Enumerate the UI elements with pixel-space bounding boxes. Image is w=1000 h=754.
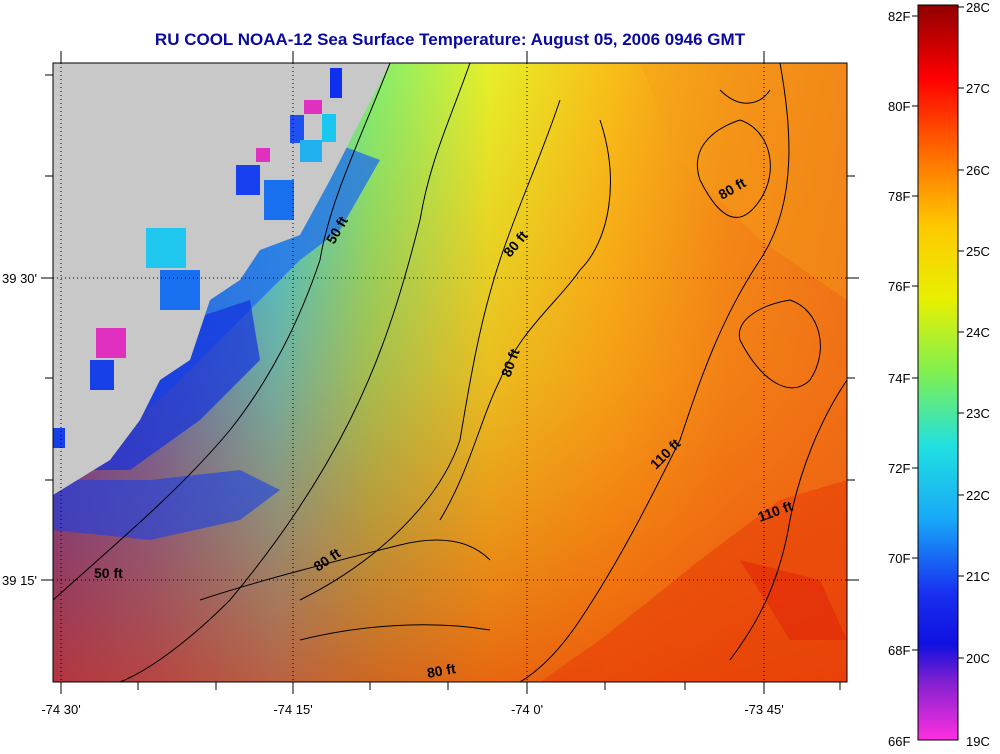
colorbar-f-label: 82F [888, 9, 910, 24]
bathymetry-contours [53, 63, 847, 682]
colorbar: 82F 80F 78F 76F 74F 72F 70F 68F 66F 28C … [888, 0, 990, 749]
colorbar-f-label: 74F [888, 371, 910, 386]
warm-northeast [640, 63, 847, 300]
hot-spot-south [540, 480, 847, 682]
x-tick-label: -74 30' [41, 702, 80, 717]
colorbar-f-label: 72F [888, 461, 910, 476]
coastal-pixels [53, 68, 342, 448]
colorbar-c-label: 27C [966, 81, 990, 96]
colorbar-c-label: 24C [966, 325, 990, 340]
colorbar-f-label: 68F [888, 643, 910, 658]
cold-south [53, 470, 280, 540]
x-axis-labels: -74 30' -74 15' -74 0' -73 45' [41, 702, 783, 717]
colorbar-f-label: 76F [888, 279, 910, 294]
colorbar-c-label: 23C [966, 406, 990, 421]
colorbar-f-label: 70F [888, 551, 910, 566]
contour-label: 50 ft [94, 565, 123, 581]
contour-label: 80 ft [426, 660, 457, 681]
colorbar-c-label: 28C [966, 0, 990, 15]
colorbar-fahrenheit-labels: 82F 80F 78F 76F 74F 72F 70F 68F 66F [888, 9, 910, 749]
hot-spot-core [740, 560, 847, 640]
colorbar-f-label: 80F [888, 99, 910, 114]
tick-marks [41, 51, 859, 694]
colorbar-c-label: 22C [966, 488, 990, 503]
x-tick-label: -73 45' [744, 702, 783, 717]
y-tick-label: 39 30' [2, 271, 37, 286]
colorbar-f-label: 66F [888, 734, 910, 749]
x-tick-label: -74 15' [273, 702, 312, 717]
land-mass [53, 63, 390, 495]
colorbar-c-label: 21C [966, 569, 990, 584]
colorbar-c-label: 19C [966, 734, 990, 749]
colorbar-c-label: 20C [966, 651, 990, 666]
y-tick-label: 39 15' [2, 573, 37, 588]
colorbar-celsius-labels: 28C 27C 26C 25C 24C 23C 22C 21C 20C 19C [966, 0, 990, 749]
colorbar-c-label: 25C [966, 244, 990, 259]
colorbar-gradient [917, 4, 959, 741]
graticule [53, 63, 847, 682]
x-tick-label: -74 0' [511, 702, 543, 717]
colorbar-f-label: 78F [888, 189, 910, 204]
y-axis-labels: 39 30' 39 15' [2, 271, 37, 588]
colorbar-c-label: 26C [966, 163, 990, 178]
plot-frame [52, 62, 848, 683]
map-title: RU COOL NOAA-12 Sea Surface Temperature:… [154, 30, 746, 49]
plot-area: 50 ft 50 ft 80 ft 80 ft 80 ft 80 ft 80 f… [53, 63, 847, 682]
